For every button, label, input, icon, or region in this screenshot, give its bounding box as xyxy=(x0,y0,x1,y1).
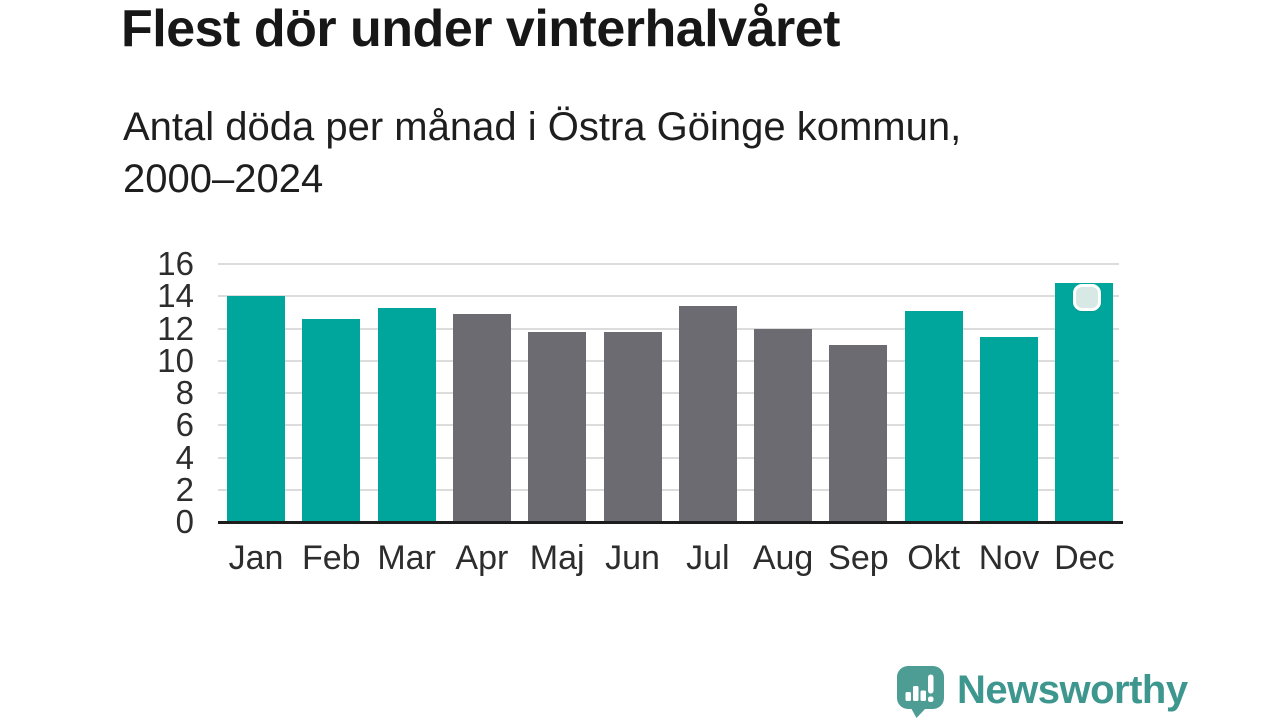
bar-jan xyxy=(227,296,285,522)
x-tick-label-nov: Nov xyxy=(978,539,1040,577)
chart-title: Flest dör under vinterhalvåret xyxy=(121,0,840,58)
bar-jun xyxy=(603,331,662,522)
bar-dec xyxy=(1055,283,1114,522)
bar-sep xyxy=(829,344,888,522)
x-tick-label-sep: Sep xyxy=(828,539,889,577)
gridline-y-12 xyxy=(218,327,1119,330)
x-tick-label-aug: Aug xyxy=(752,539,814,577)
x-tick-label-mar: Mar xyxy=(377,539,436,577)
x-tick-label-jan: Jan xyxy=(228,539,284,577)
bar-aug xyxy=(754,328,813,522)
y-tick-label-2: 2 xyxy=(175,470,194,508)
bar-nov xyxy=(980,336,1038,522)
gridline-y-8 xyxy=(218,392,1119,394)
x-tick-label-okt: Okt xyxy=(907,539,961,577)
subtitle-line-2: 2000–2024 xyxy=(123,157,324,201)
y-tick-label-14: 14 xyxy=(157,277,194,315)
gridline-y-6 xyxy=(218,424,1119,427)
bar-chart-plot-area: 0 2 4 6 8 10 12 14 16 Jan Feb Mar Apr Maj Jun Jul Aug Sep… xyxy=(157,245,1123,577)
chart-subtitle: Antal döda per månad i Östra Göinge komm… xyxy=(123,101,961,205)
gridline-y-2 xyxy=(218,488,1119,491)
bar-jul xyxy=(678,305,737,522)
bar-apr xyxy=(452,314,511,522)
y-tick-label-16: 16 xyxy=(157,245,194,282)
gridline-y-16 xyxy=(218,263,1119,265)
x-tick-label-dec: Dec xyxy=(1054,539,1115,577)
newsworthy-logo: Newsworthy xyxy=(897,666,1188,718)
bar-mar xyxy=(377,307,436,522)
y-tick-label-8: 8 xyxy=(175,374,194,411)
y-tick-label-6: 6 xyxy=(175,406,194,444)
dec-bar-badge xyxy=(1073,284,1101,311)
gridline-y-14 xyxy=(218,295,1119,298)
x-axis-line xyxy=(218,520,1123,524)
gridline-y-10 xyxy=(218,359,1119,362)
bar-feb xyxy=(302,318,361,522)
y-tick-label-10: 10 xyxy=(157,341,194,379)
bar-okt xyxy=(904,310,963,522)
bar-maj xyxy=(528,331,587,522)
x-tick-label-maj: Maj xyxy=(529,539,585,577)
x-tick-label-jul: Jul xyxy=(686,539,730,577)
newsworthy-wordmark: Newsworthy xyxy=(957,668,1188,712)
subtitle-line-1: Antal döda per månad i Östra Göinge komm… xyxy=(123,105,962,149)
gridline-y-4 xyxy=(218,456,1119,459)
y-tick-label-4: 4 xyxy=(175,438,194,476)
y-tick-label-12: 12 xyxy=(157,309,194,347)
y-tick-label-0: 0 xyxy=(175,503,194,540)
x-tick-label-feb: Feb xyxy=(302,539,361,577)
x-tick-label-apr: Apr xyxy=(455,539,509,577)
newsworthy-logo-icon xyxy=(897,666,944,718)
x-tick-label-jun: Jun xyxy=(605,539,660,577)
